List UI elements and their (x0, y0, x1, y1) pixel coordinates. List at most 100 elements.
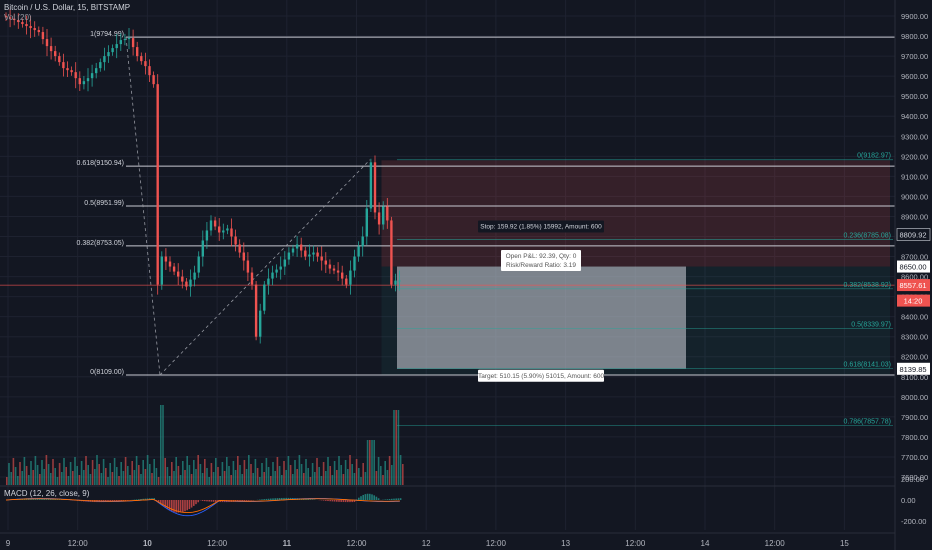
y-tick-label: 8300.00 (901, 333, 928, 342)
candle-body (193, 272, 196, 280)
volume-bar (358, 468, 360, 485)
volume-bar (65, 467, 67, 485)
macd-histogram (309, 499, 312, 500)
candle-body (254, 284, 258, 337)
macd-histogram (177, 500, 180, 513)
volume-label: Vol (20) (4, 13, 32, 22)
macd-histogram (349, 500, 351, 503)
macd-histogram (153, 498, 155, 500)
macd-histogram (124, 500, 127, 501)
macd-histogram (287, 497, 290, 500)
macd-histogram (201, 500, 204, 501)
volume-bar (395, 410, 397, 485)
x-tick-label: 12:00 (765, 539, 786, 548)
volume-bar (164, 458, 166, 485)
volume-bar (129, 475, 131, 485)
macd-histogram (283, 497, 285, 500)
y-tick-label: 8100.00 (901, 373, 928, 382)
y-tick-label: 9500.00 (901, 92, 928, 101)
volume-bar (256, 468, 259, 485)
candle-body (345, 278, 348, 285)
volume-bar (212, 472, 215, 485)
macd-histogram (285, 497, 287, 500)
macd-histogram (135, 499, 138, 500)
fib-label: 0.382(8753.05) (77, 240, 124, 247)
candle-body (70, 70, 73, 73)
macd-histogram (358, 497, 360, 500)
price-tag-bg (896, 228, 931, 241)
volume-bar (47, 464, 50, 485)
macd-histogram (311, 499, 314, 500)
chart-title: Bitcoin / U.S. Dollar, 15, BITSTAMP (4, 3, 131, 12)
fib-label: 1(9794.99) (90, 31, 124, 38)
volume-bar (153, 459, 155, 485)
volume-bar (353, 473, 356, 485)
y-tick-label: 9300.00 (901, 132, 928, 141)
volume-bar (281, 475, 283, 485)
x-tick-label: 14 (701, 539, 710, 548)
volume-bar (347, 469, 349, 485)
candle-body (107, 52, 110, 57)
candle-body (218, 226, 221, 233)
volume-bar (237, 456, 239, 485)
volume-bar (311, 463, 314, 485)
y-tick-label: 8600.00 (901, 273, 928, 282)
candle-body (33, 28, 36, 31)
candle-body (185, 281, 188, 287)
volume-bar (369, 440, 371, 485)
macd-histogram (215, 500, 217, 502)
volume-bar (100, 473, 103, 485)
volume-bar (276, 457, 279, 485)
candle-body (49, 46, 53, 52)
volume-bar (292, 474, 294, 485)
volume-bar (325, 471, 327, 485)
volume-bar (122, 471, 125, 485)
y-tick-label: 8900.00 (901, 212, 928, 221)
candle-body (300, 244, 303, 251)
volume-bar (199, 464, 202, 485)
price-axis-bg (895, 0, 932, 550)
volume-bar (58, 463, 61, 485)
volume-bar (241, 474, 243, 485)
volume-bar (74, 457, 76, 485)
volume-bar (91, 460, 94, 485)
volume-bar (307, 468, 309, 485)
candle-body (172, 266, 176, 272)
macd-histogram (118, 500, 120, 502)
candle-body (197, 256, 200, 273)
candle-body (394, 280, 397, 285)
target-label: Target: 510.15 (5.90%) 51015, Amount: 60… (478, 373, 605, 380)
candle-body (17, 20, 20, 23)
macd-histogram (245, 500, 248, 501)
volume-bar (89, 474, 92, 485)
volume-bar (393, 410, 395, 485)
volume-bar (127, 466, 129, 485)
macd-histogram (116, 500, 118, 502)
candle-body (181, 276, 184, 282)
volume-bar (344, 460, 347, 485)
pnl-label-bg (501, 250, 581, 272)
stop-zone (381, 160, 890, 267)
y-tick-label: 9100.00 (901, 172, 928, 181)
macd-histogram (173, 500, 175, 513)
y-tick-label: 8400.00 (901, 313, 928, 322)
stop-label-bg (478, 220, 604, 233)
volume-bar (342, 474, 345, 485)
volume-bar (274, 471, 276, 485)
volume-bar (250, 464, 252, 485)
macd-histogram (347, 500, 349, 503)
candle-body (205, 230, 209, 241)
volume-bar (278, 466, 281, 485)
x-tick-label: 12:00 (625, 539, 646, 548)
candle-body (62, 62, 65, 69)
macd-histogram (164, 500, 166, 508)
volume-bar (223, 471, 226, 485)
macd-histogram (322, 500, 325, 501)
volume-bar (272, 462, 274, 485)
price-tag: 8809.92 (899, 230, 926, 239)
volume-bar (201, 473, 204, 485)
volume-bar (195, 469, 197, 485)
pnl-label: Risk/Reward Ratio: 3.19 (506, 262, 576, 269)
